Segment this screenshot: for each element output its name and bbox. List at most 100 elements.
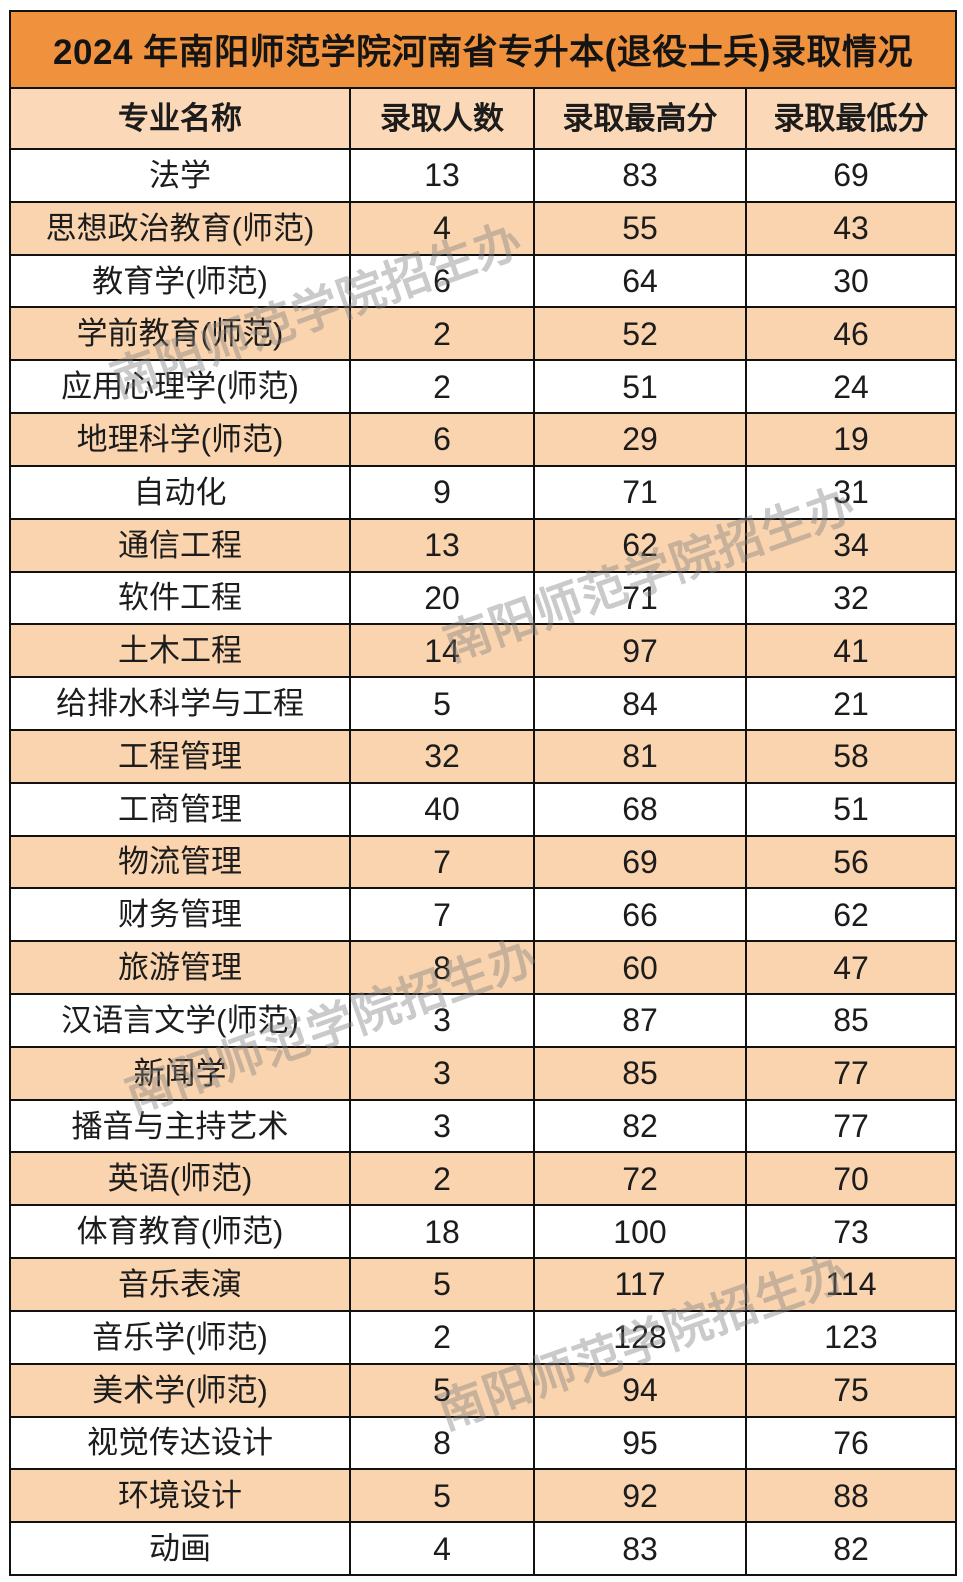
admit-count-cell: 3 <box>351 1100 535 1152</box>
min-score-cell: 114 <box>825 1266 877 1303</box>
max-score-cell: 60 <box>535 942 747 993</box>
admit-count-cell: 5 <box>351 1259 535 1310</box>
admit-count-cell: 20 <box>351 572 535 624</box>
major-name-cell: 给排水科学与工程 <box>11 678 351 729</box>
major-name-cell: 音乐学(师范) <box>11 1311 351 1363</box>
table-row: 体育教育(师范) 18 100 73 <box>11 1206 955 1260</box>
major-name-cell: 软件工程 <box>11 572 351 624</box>
major-name-cell: 思想政治教育(师范) <box>11 202 351 254</box>
admit-count-cell: 8 <box>351 1417 535 1469</box>
table-row: 思想政治教育(师范) 4 55 43 <box>11 202 955 256</box>
table-row: 工商管理 40 68 51 <box>11 783 955 837</box>
min-score-cell: 123 <box>824 1319 878 1356</box>
admit-count-cell: 7 <box>351 889 535 941</box>
max-score-cell: 81 <box>535 730 747 782</box>
min-score-cell: 19 <box>833 421 869 458</box>
major-name-cell: 物流管理 <box>11 836 351 888</box>
min-score-cell: 47 <box>833 949 869 986</box>
major-name-cell: 通信工程 <box>11 519 351 571</box>
table-row: 旅游管理 8 60 47 <box>11 942 955 995</box>
table-row: 给排水科学与工程 5 84 21 <box>11 678 955 731</box>
admit-count-cell: 40 <box>351 783 535 835</box>
major-name-cell: 环境设计 <box>11 1470 351 1522</box>
min-score-cell: 75 <box>833 1372 869 1409</box>
major-name-cell: 英语(师范) <box>11 1153 351 1205</box>
max-score-cell: 29 <box>535 414 747 465</box>
max-score-cell: 82 <box>535 1100 747 1152</box>
major-name-cell: 工商管理 <box>11 783 351 835</box>
table-row: 音乐学(师范) 2 128 123 <box>11 1311 955 1365</box>
min-score-cell: 69 <box>833 157 869 194</box>
max-score-cell: 66 <box>535 889 747 941</box>
table-row: 英语(师范) 2 72 70 <box>11 1153 955 1207</box>
table-row: 物流管理 7 69 56 <box>11 836 955 890</box>
min-score-cell: 41 <box>833 632 869 669</box>
table-row: 美术学(师范) 5 94 75 <box>11 1364 955 1418</box>
admit-count-cell: 5 <box>351 678 535 729</box>
table-row: 通信工程 13 62 34 <box>11 519 955 573</box>
max-score-cell: 94 <box>535 1364 747 1416</box>
min-score-cell: 76 <box>833 1424 869 1461</box>
min-score-cell: 30 <box>833 263 869 300</box>
table-row: 法学 13 83 69 <box>11 150 955 203</box>
admit-count-cell: 2 <box>351 1153 535 1205</box>
min-score-cell: 85 <box>833 1002 869 1039</box>
admit-count-cell: 5 <box>351 1364 535 1416</box>
max-score-cell: 71 <box>535 572 747 624</box>
admit-count-cell: 2 <box>351 1311 535 1363</box>
min-score-cell: 70 <box>833 1160 869 1197</box>
admissions-table: 2024 年南阳师范学院河南省专升本(退役士兵)录取情况 专业名称 录取人数 录… <box>9 10 957 1576</box>
max-score-cell: 69 <box>535 836 747 888</box>
table-row: 工程管理 32 81 58 <box>11 730 955 784</box>
admit-count-cell: 18 <box>351 1206 535 1258</box>
admit-count-cell: 3 <box>351 995 535 1046</box>
max-score-cell: 100 <box>535 1206 747 1258</box>
header-min-score: 录取最低分 <box>773 101 929 136</box>
major-name-cell: 动画 <box>11 1523 351 1574</box>
min-score-cell: 46 <box>833 315 869 352</box>
admit-count-cell: 4 <box>351 1523 535 1574</box>
max-score-cell: 117 <box>535 1259 747 1310</box>
major-name-cell: 美术学(师范) <box>11 1364 351 1416</box>
max-score-cell: 68 <box>535 783 747 835</box>
table-row: 应用心理学(师范) 2 51 24 <box>11 361 955 415</box>
table-row: 视觉传达设计 8 95 76 <box>11 1417 955 1471</box>
major-name-cell: 教育学(师范) <box>11 255 351 307</box>
min-score-cell: 62 <box>833 896 869 933</box>
table-body: 法学 13 83 69 思想政治教育(师范) 4 55 43 教育学(师范) 6 64 30 学前教育(… <box>11 150 955 1574</box>
admit-count-cell: 32 <box>351 730 535 782</box>
admit-count-cell: 8 <box>351 942 535 993</box>
table-row: 音乐表演 5 117 114 <box>11 1259 955 1312</box>
min-score-cell: 21 <box>833 685 869 722</box>
admit-count-cell: 6 <box>351 255 535 307</box>
table-row: 汉语言文学(师范) 3 87 85 <box>11 995 955 1048</box>
min-score-cell: 77 <box>833 1055 869 1092</box>
major-name-cell: 旅游管理 <box>11 942 351 993</box>
min-score-cell: 32 <box>833 579 869 616</box>
table-header-row: 专业名称 录取人数 录取最高分 录取最低分 <box>11 89 955 150</box>
table-row: 地理科学(师范) 6 29 19 <box>11 414 955 467</box>
min-score-cell: 56 <box>833 843 869 880</box>
table-row: 土木工程 14 97 41 <box>11 625 955 679</box>
max-score-cell: 52 <box>535 308 747 360</box>
min-score-cell: 31 <box>833 474 869 511</box>
max-score-cell: 71 <box>535 466 747 518</box>
major-name-cell: 工程管理 <box>11 730 351 782</box>
min-score-cell: 58 <box>833 738 869 775</box>
min-score-cell: 24 <box>833 368 869 405</box>
table-row: 软件工程 20 71 32 <box>11 572 955 626</box>
major-name-cell: 土木工程 <box>11 625 351 677</box>
table-row: 环境设计 5 92 88 <box>11 1470 955 1524</box>
major-name-cell: 法学 <box>11 150 351 201</box>
header-max-score: 录取最高分 <box>535 89 747 148</box>
table-row: 自动化 9 71 31 <box>11 466 955 520</box>
table-row: 学前教育(师范) 2 52 46 <box>11 308 955 362</box>
table-row: 财务管理 7 66 62 <box>11 889 955 943</box>
table-row: 播音与主持艺术 3 82 77 <box>11 1100 955 1154</box>
max-score-cell: 95 <box>535 1417 747 1469</box>
table-row: 新闻学 3 85 77 <box>11 1047 955 1101</box>
major-name-cell: 地理科学(师范) <box>11 414 351 465</box>
table-row: 动画 4 83 82 <box>11 1523 955 1574</box>
max-score-cell: 64 <box>535 255 747 307</box>
